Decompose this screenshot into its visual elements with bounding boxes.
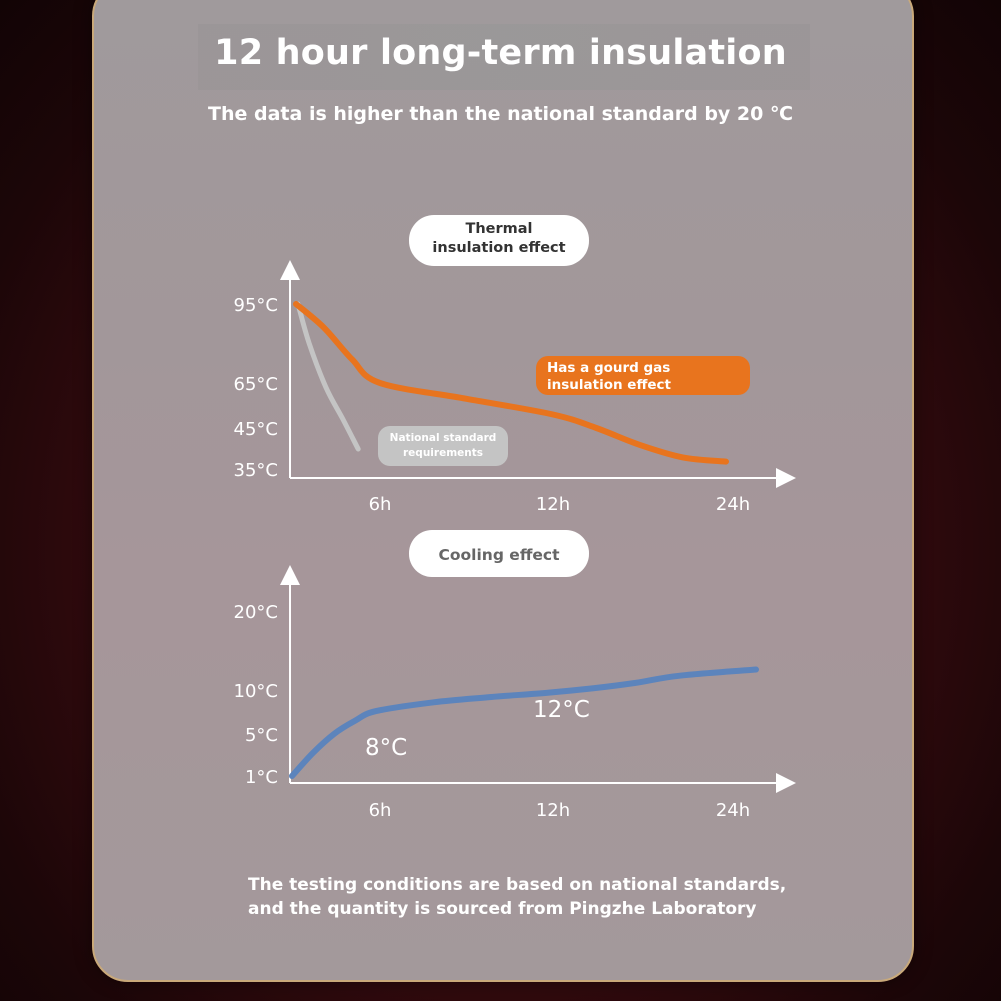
thermal-title-line2: insulation effect bbox=[432, 240, 565, 256]
legend-gourd-line1: Has a gourd gas bbox=[547, 360, 670, 376]
thermal-x-tick-24h: 24h bbox=[716, 494, 750, 515]
infographic-card bbox=[92, 0, 914, 982]
thermal-title-line1: Thermal bbox=[465, 221, 532, 237]
cooling-x-tick-12h: 12h bbox=[536, 800, 570, 821]
thermal-x-tick-6h: 6h bbox=[369, 494, 392, 515]
series-line-gourd-insulation bbox=[293, 301, 729, 465]
thermal-y-tick-65: 65°C bbox=[234, 374, 278, 395]
legend-national-line1: National standard bbox=[390, 432, 497, 444]
legend-gourd-pill bbox=[536, 356, 750, 395]
cooling-x-tick-6h: 6h bbox=[369, 800, 392, 821]
thermal-y-tick-45: 45°C bbox=[234, 419, 278, 440]
thermal-x-tick-12h: 12h bbox=[536, 494, 570, 515]
thermal-chart: Thermal insulation effect 95°C 65°C 45°C… bbox=[234, 215, 796, 515]
series-line-cooling bbox=[289, 666, 759, 779]
title-band bbox=[198, 24, 810, 90]
thermal-title-pill bbox=[409, 215, 589, 266]
cooling-x-tick-24h: 24h bbox=[716, 800, 750, 821]
cooling-y-tick-5: 5°C bbox=[245, 725, 278, 746]
thermal-y-tick-35: 35°C bbox=[234, 460, 278, 481]
page-title: 12 hour long-term insulation bbox=[214, 33, 787, 73]
page-subtitle: The data is higher than the national sta… bbox=[208, 103, 793, 125]
footnote-line2: and the quantity is sourced from Pingzhe… bbox=[248, 899, 757, 919]
footnote: The testing conditions are based on nati… bbox=[248, 873, 786, 921]
footnote-line1: The testing conditions are based on nati… bbox=[248, 875, 787, 895]
legend-national-pill bbox=[378, 426, 508, 466]
annotation-8c: 8°C bbox=[365, 735, 407, 761]
cooling-title: Cooling effect bbox=[438, 546, 560, 564]
cooling-y-tick-10: 10°C bbox=[234, 681, 278, 702]
thermal-y-tick-95: 95°C bbox=[234, 295, 278, 316]
cooling-y-tick-20: 20°C bbox=[234, 602, 278, 623]
cooling-title-pill bbox=[409, 530, 589, 577]
legend-national-line2: requirements bbox=[403, 447, 483, 459]
annotation-12c: 12°C bbox=[533, 697, 590, 723]
series-line-national-standard bbox=[295, 301, 361, 452]
cooling-y-tick-1: 1°C bbox=[245, 767, 278, 788]
cooling-chart: Cooling effect 20°C 10°C 5°C 1°C 6h 12h … bbox=[234, 530, 796, 821]
legend-gourd-line2: insulation effect bbox=[547, 377, 672, 393]
